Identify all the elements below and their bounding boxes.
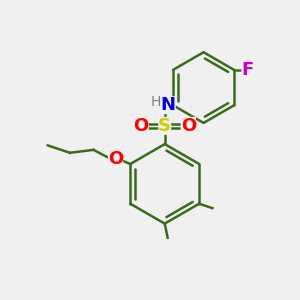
Text: O: O [108, 150, 123, 168]
Text: O: O [134, 117, 149, 135]
Text: H: H [151, 95, 161, 109]
Text: F: F [241, 61, 254, 79]
Text: S: S [158, 117, 171, 135]
Text: N: N [161, 96, 176, 114]
Text: O: O [181, 117, 196, 135]
